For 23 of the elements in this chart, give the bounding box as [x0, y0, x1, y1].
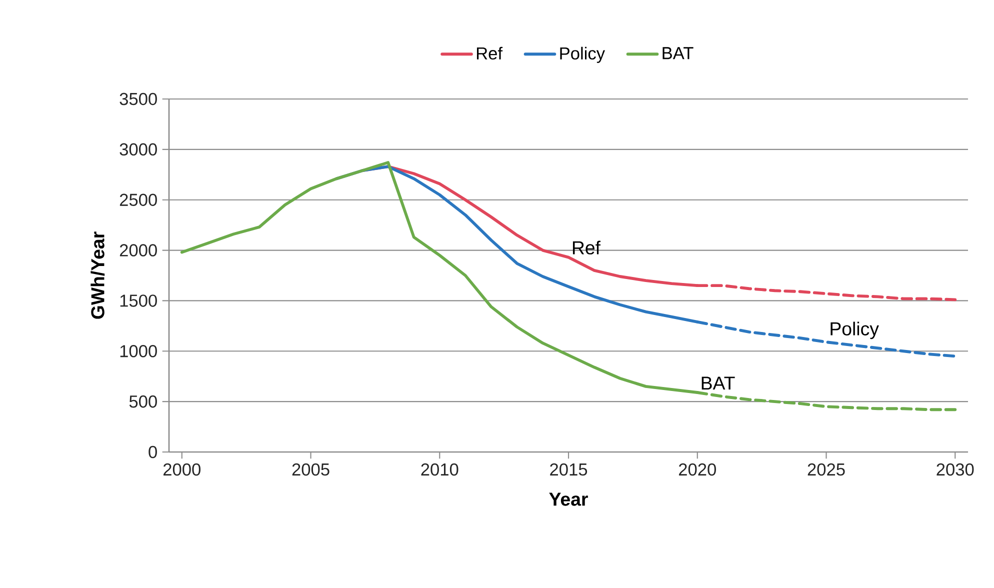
annotation: Ref	[572, 240, 601, 254]
y-tick-label: 2500	[120, 194, 157, 206]
x-tick-label: 2030	[936, 463, 974, 476]
y-tick-label: 500	[129, 395, 157, 408]
x-tick-label: 2005	[292, 463, 330, 476]
annotation: BAT	[702, 376, 735, 390]
y-tick-label: 2000	[120, 244, 157, 256]
x-tick-label: 2010	[421, 463, 458, 476]
x-tick-label: 2025	[808, 463, 845, 476]
annotation: Policy	[830, 322, 879, 340]
y-tick-label: 0	[148, 446, 157, 458]
y-tick-label: 3500	[120, 92, 157, 106]
x-tick-label: 2000	[163, 463, 200, 476]
y-tick-label: 1000	[120, 345, 157, 358]
x-axis-title: Year	[549, 492, 588, 506]
y-tick-label: 1500	[120, 294, 157, 307]
y-axis-title: GWh/Year	[90, 232, 105, 319]
x-tick-label: 2020	[678, 463, 716, 476]
legend-label: BAT	[662, 47, 694, 60]
y-tick-label: 3000	[120, 143, 157, 156]
x-tick-label: 2015	[550, 463, 588, 476]
legend-label: Policy	[560, 46, 605, 63]
legend-label: Ref	[476, 46, 503, 60]
